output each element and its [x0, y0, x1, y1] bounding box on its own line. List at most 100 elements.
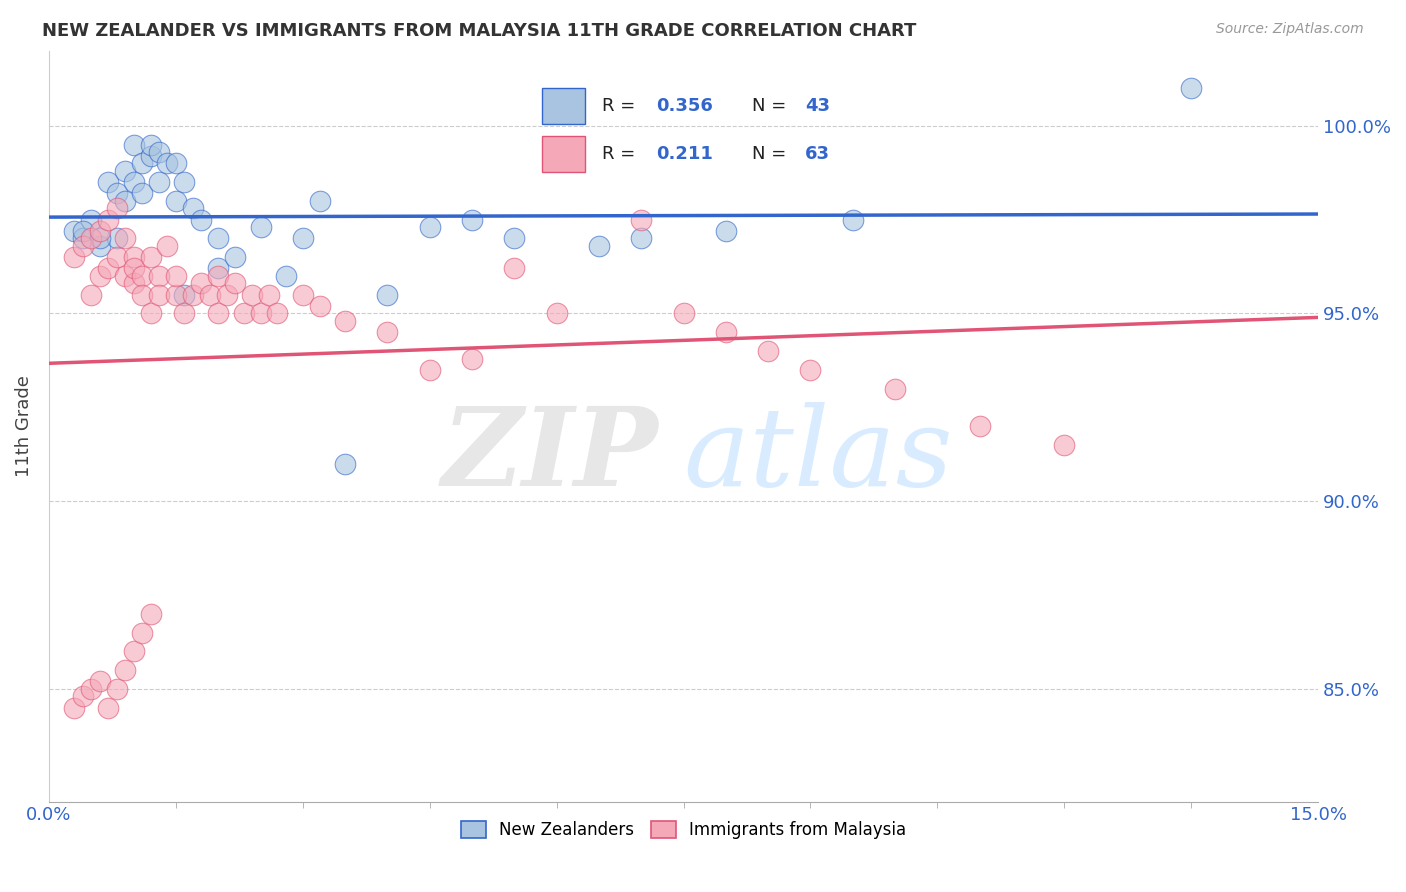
Point: [207, 268, 229, 283]
Point: [224, 277, 246, 291]
Point: [274, 268, 297, 283]
Point: [139, 149, 162, 163]
Point: [89, 224, 111, 238]
Point: [714, 325, 737, 339]
Point: [131, 156, 153, 170]
Text: NEW ZEALANDER VS IMMIGRANTS FROM MALAYSIA 11TH GRADE CORRELATION CHART: NEW ZEALANDER VS IMMIGRANTS FROM MALAYSI…: [42, 22, 917, 40]
Point: [122, 175, 145, 189]
Point: [207, 306, 229, 320]
Point: [630, 212, 652, 227]
Point: [97, 700, 120, 714]
Point: [63, 250, 86, 264]
Point: [97, 175, 120, 189]
Y-axis label: 11th Grade: 11th Grade: [15, 376, 32, 477]
Point: [148, 268, 170, 283]
Point: [72, 690, 94, 704]
Point: [291, 287, 314, 301]
Point: [257, 287, 280, 301]
Point: [72, 224, 94, 238]
Point: [165, 156, 187, 170]
Text: atlas: atlas: [683, 402, 953, 510]
Point: [173, 175, 195, 189]
Point: [122, 277, 145, 291]
Point: [190, 277, 212, 291]
Point: [308, 299, 330, 313]
Point: [148, 287, 170, 301]
Point: [308, 194, 330, 208]
Text: Source: ZipAtlas.com: Source: ZipAtlas.com: [1216, 22, 1364, 37]
Point: [105, 681, 128, 696]
Point: [333, 457, 356, 471]
Point: [461, 351, 484, 366]
Point: [884, 382, 907, 396]
Text: ZIP: ZIP: [441, 402, 658, 510]
Point: [63, 224, 86, 238]
Point: [139, 607, 162, 621]
Point: [165, 287, 187, 301]
Point: [588, 239, 610, 253]
Point: [249, 306, 271, 320]
Point: [63, 700, 86, 714]
Point: [131, 625, 153, 640]
Point: [105, 250, 128, 264]
Point: [114, 231, 136, 245]
Point: [215, 287, 238, 301]
Point: [80, 287, 103, 301]
Point: [89, 674, 111, 689]
Point: [89, 231, 111, 245]
Point: [72, 231, 94, 245]
Point: [291, 231, 314, 245]
Point: [190, 212, 212, 227]
Point: [377, 325, 399, 339]
Point: [122, 137, 145, 152]
Point: [232, 306, 254, 320]
Point: [266, 306, 288, 320]
Point: [89, 268, 111, 283]
Point: [503, 231, 526, 245]
Point: [1053, 438, 1076, 452]
Point: [72, 239, 94, 253]
Point: [148, 145, 170, 159]
Point: [97, 212, 120, 227]
Point: [131, 287, 153, 301]
Point: [546, 306, 568, 320]
Legend: New Zealanders, Immigrants from Malaysia: New Zealanders, Immigrants from Malaysia: [454, 814, 912, 846]
Point: [139, 306, 162, 320]
Point: [240, 287, 263, 301]
Point: [207, 231, 229, 245]
Point: [503, 261, 526, 276]
Point: [80, 212, 103, 227]
Point: [419, 220, 441, 235]
Point: [131, 186, 153, 201]
Point: [207, 261, 229, 276]
Point: [173, 306, 195, 320]
Point: [181, 287, 204, 301]
Point: [114, 164, 136, 178]
Point: [842, 212, 865, 227]
Point: [165, 268, 187, 283]
Point: [89, 239, 111, 253]
Point: [165, 194, 187, 208]
Point: [114, 663, 136, 677]
Point: [969, 419, 991, 434]
Point: [377, 287, 399, 301]
Point: [181, 202, 204, 216]
Point: [139, 137, 162, 152]
Point: [672, 306, 695, 320]
Point: [198, 287, 221, 301]
Point: [333, 314, 356, 328]
Point: [105, 186, 128, 201]
Point: [131, 268, 153, 283]
Point: [148, 175, 170, 189]
Point: [156, 156, 179, 170]
Point: [419, 363, 441, 377]
Point: [80, 231, 103, 245]
Point: [756, 344, 779, 359]
Point: [714, 224, 737, 238]
Point: [114, 268, 136, 283]
Point: [224, 250, 246, 264]
Point: [630, 231, 652, 245]
Point: [80, 681, 103, 696]
Point: [1180, 81, 1202, 95]
Point: [173, 287, 195, 301]
